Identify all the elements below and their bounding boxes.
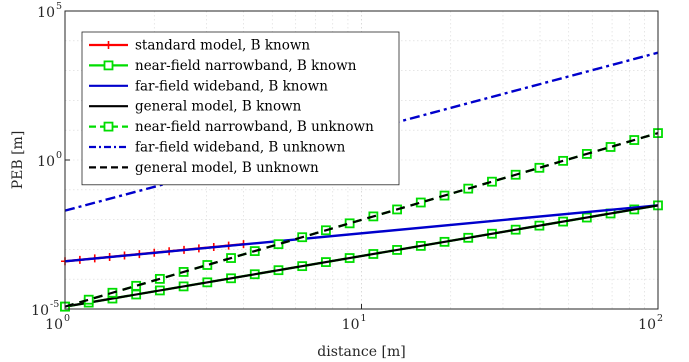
x-tick-label-base: 10: [45, 317, 63, 333]
legend-marker-4: [103, 121, 114, 132]
y-tick-label-exp: 0: [56, 150, 62, 161]
series-line-6: [64, 132, 659, 308]
series-lines: [60, 51, 663, 312]
series-line-2: [64, 204, 659, 263]
series-2: [64, 204, 659, 263]
legend-item-0: standard model, B known: [89, 38, 310, 54]
ticks: 10 0 10 1 10 210 -510 010 5: [31, 1, 663, 333]
legend-marker-0: [104, 41, 113, 49]
series-marker-4: [131, 280, 142, 291]
legend-label-6: general model, B unknown: [135, 160, 319, 176]
legend: standard model, B known near-field narrow…: [81, 31, 400, 186]
legend-label-5: far-field wideband, B unknown: [135, 140, 346, 156]
x-tick-label-base: 10: [342, 317, 360, 333]
legend-label-4: near-field narrowband, B unknown: [135, 119, 374, 135]
legend-item-5: far-field wideband, B unknown: [89, 140, 346, 156]
y-tick-label-exp: -5: [50, 299, 59, 310]
legend-label-3: general model, B known: [135, 99, 302, 115]
legend-marker-1: [103, 60, 114, 71]
series-marker-4: [487, 176, 497, 187]
series-marker-4: [558, 155, 569, 166]
series-marker-4: [273, 239, 284, 250]
x-tick-label-base: 10: [638, 317, 656, 333]
series-marker-4: [83, 294, 94, 305]
legend-label-1: near-field narrowband, B known: [135, 58, 357, 74]
legend-item-4: near-field narrowband, B unknown: [89, 119, 374, 135]
series-marker-4: [605, 142, 616, 152]
series-marker-4: [534, 162, 545, 173]
legend-box: [81, 31, 400, 186]
series-5: [64, 51, 659, 212]
series-marker-4: [415, 197, 426, 208]
x-tick-label-exp: 0: [64, 313, 70, 324]
legend-item-3: general model, B known: [89, 99, 302, 115]
legend-label-2: far-field wideband, B known: [135, 78, 328, 94]
series-marker-4: [202, 260, 213, 270]
legend-item-6: general model, B unknown: [89, 160, 319, 176]
legend-label-0: standard model, B known: [135, 38, 310, 54]
legend-item-2: far-field wideband, B known: [89, 78, 328, 94]
series-6: [64, 132, 659, 308]
y-tick-label-base: 10: [31, 303, 49, 319]
series-marker-4: [344, 218, 355, 229]
series-3: [64, 204, 659, 308]
x-tick-label-exp: 1: [361, 313, 367, 324]
x-axis-label: distance [m]: [317, 344, 405, 360]
x-tick-label-exp: 2: [657, 313, 663, 324]
y-tick-label-base: 10: [37, 154, 55, 170]
y-axis-label: PEB [m]: [10, 131, 26, 190]
series-line-3: [64, 204, 659, 308]
y-tick-label-base: 10: [37, 5, 55, 21]
series-line-5: [64, 51, 659, 212]
y-tick-label-exp: 5: [56, 1, 62, 12]
legend-item-1: near-field narrowband, B known: [89, 58, 357, 74]
